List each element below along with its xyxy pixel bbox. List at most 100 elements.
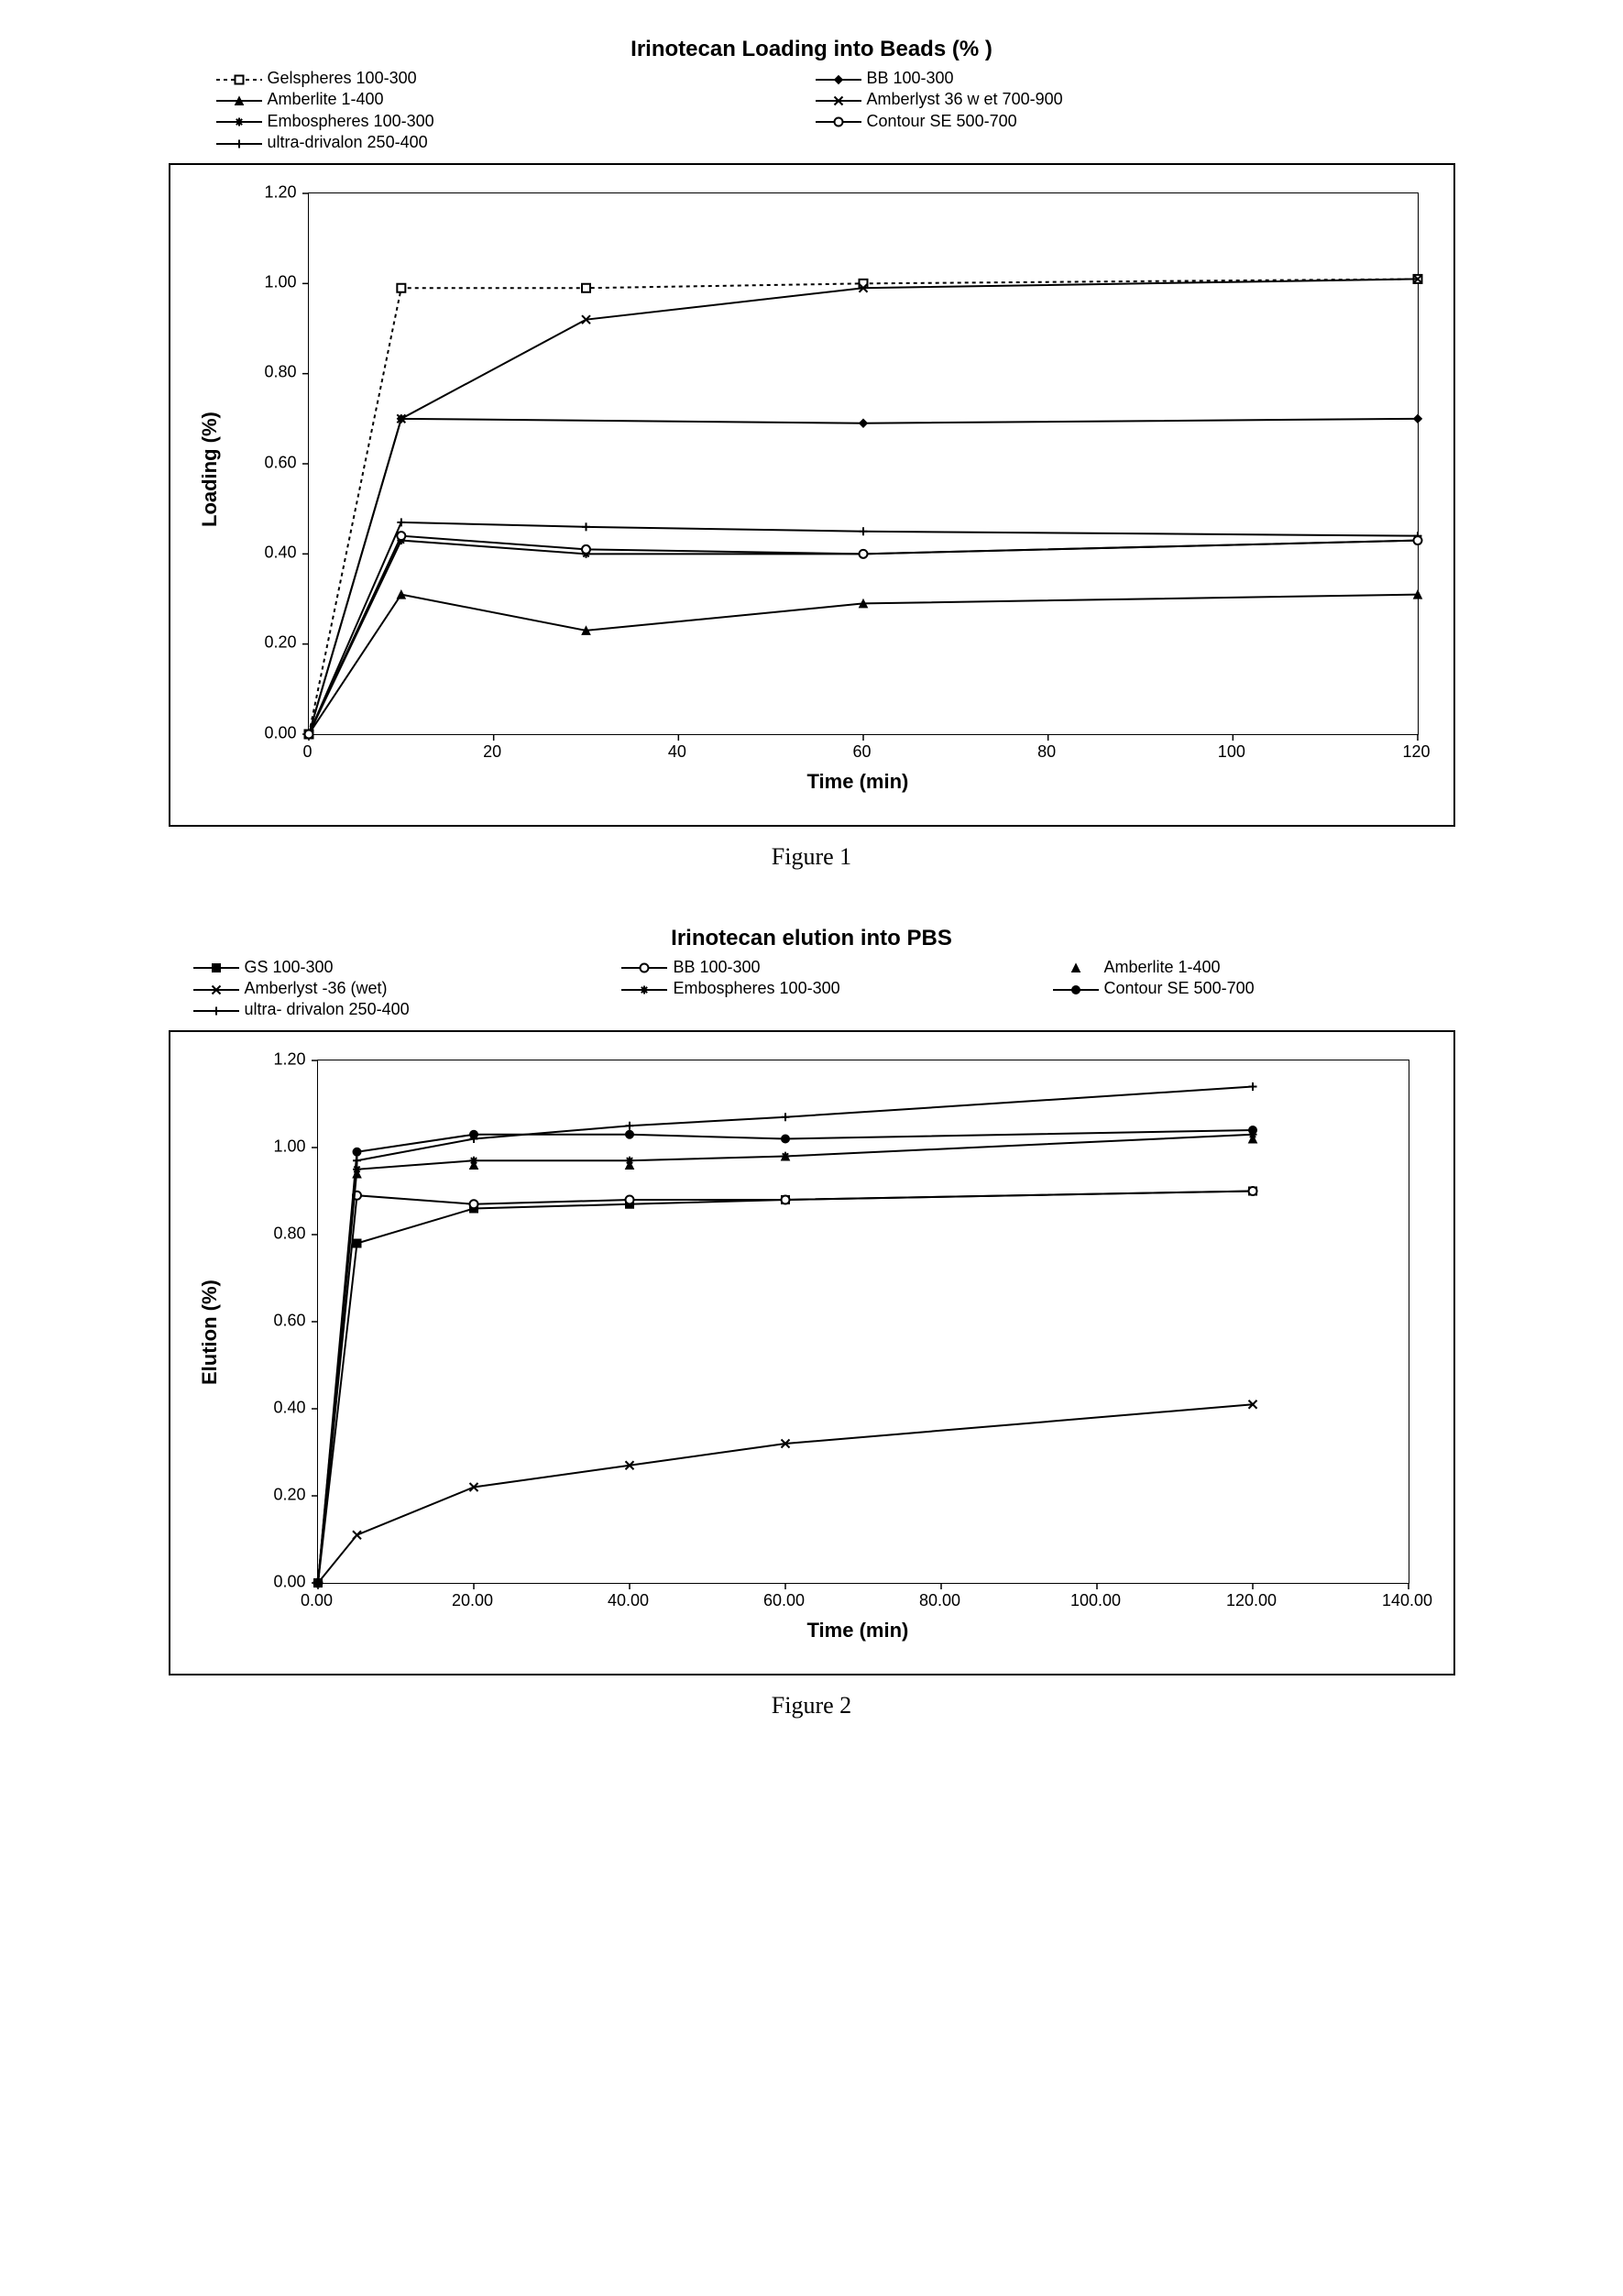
data-marker [1413, 414, 1421, 423]
legend-item: Gelspheres 100-300 [216, 68, 779, 89]
chart-frame: Loading (%) Time (min) 0204060801001200.… [169, 163, 1455, 827]
y-tick-label: 0.20 [273, 1485, 305, 1504]
y-tick-label: 1.20 [273, 1049, 305, 1069]
series-line [309, 279, 1418, 734]
y-axis-label: Elution (%) [198, 1280, 222, 1385]
figure-1: Irinotecan Loading into Beads (% ) Gelsp… [55, 37, 1568, 871]
legend-swatch-icon [216, 71, 262, 86]
series-line [309, 418, 1418, 733]
legend-swatch-icon [816, 114, 861, 128]
chart-svg [318, 1060, 1409, 1583]
legend-label: ultra- drivalon 250-400 [245, 999, 410, 1020]
chart-legend: GS 100-300 BB 100-300 Amberlite 1-400 Amber… [193, 957, 1431, 1021]
series-line [309, 594, 1418, 733]
x-axis-label: Time (min) [807, 770, 909, 794]
y-tick-label: 0.60 [264, 453, 296, 472]
legend-swatch-icon [216, 136, 262, 150]
legend-item: Contour SE 500-700 [816, 111, 1408, 132]
legend-label: Amberlyst -36 (wet) [245, 978, 388, 999]
legend-label: Amberlite 1-400 [1104, 957, 1221, 978]
x-tick-label: 40 [668, 742, 686, 762]
legend-swatch-icon [216, 114, 262, 128]
x-tick-label: 20 [483, 742, 501, 762]
data-marker [353, 1156, 361, 1164]
legend-swatch-icon [193, 982, 239, 996]
legend-item: Embospheres 100-300 [621, 978, 1015, 999]
legend-item: ultra- drivalon 250-400 [193, 999, 586, 1020]
x-tick-label: 80.00 [919, 1591, 960, 1610]
legend-label: Embospheres 100-300 [673, 978, 839, 999]
chart-svg [309, 193, 1418, 734]
y-tick-label: 1.00 [273, 1137, 305, 1156]
data-marker [582, 522, 590, 531]
x-tick-label: 120 [1402, 742, 1430, 762]
y-axis-label: Loading (%) [198, 412, 222, 527]
chart-frame: Elution (%) Time (min) 0.0020.0040.0060.… [169, 1030, 1455, 1675]
data-marker [625, 1121, 633, 1129]
y-tick-label: 0.40 [264, 543, 296, 562]
data-marker [859, 419, 867, 427]
legend-swatch-icon [816, 71, 861, 86]
y-tick-label: 0.40 [273, 1398, 305, 1417]
legend-label: Contour SE 500-700 [1104, 978, 1255, 999]
data-marker [625, 1156, 633, 1164]
legend-swatch-icon [621, 960, 667, 974]
data-marker [397, 283, 405, 291]
series-line [309, 535, 1418, 733]
legend-item: Embospheres 100-300 [216, 111, 779, 132]
plot-area [308, 192, 1419, 735]
data-marker [582, 283, 590, 291]
legend-label: Amberlyst 36 w et 700-900 [867, 89, 1063, 110]
legend-label: Contour SE 500-700 [867, 111, 1017, 132]
x-tick-label: 100.00 [1070, 1591, 1121, 1610]
data-marker [781, 1195, 789, 1203]
x-tick-label: 0.00 [301, 1591, 333, 1610]
figure-2: Irinotecan elution into PBS GS 100-300BB… [55, 926, 1568, 1719]
data-marker [353, 1531, 361, 1539]
legend-item: Amberlite 1-400 [1053, 957, 1431, 978]
series-line [309, 540, 1418, 733]
data-marker [353, 1148, 361, 1156]
x-tick-label: 80 [1037, 742, 1056, 762]
x-tick-label: 60.00 [763, 1591, 805, 1610]
legend-item: GS 100-300 [193, 957, 586, 978]
data-marker [304, 730, 313, 738]
chart-legend: Gelspheres 100-300 BB 100-300 Amberlite 1-… [216, 68, 1408, 154]
plot-area [317, 1060, 1409, 1584]
data-marker [353, 1239, 361, 1247]
legend-label: Gelspheres 100-300 [268, 68, 417, 89]
legend-swatch-icon [216, 93, 262, 107]
legend-item: BB 100-300 [621, 957, 1015, 978]
legend-label: Amberlite 1-400 [268, 89, 384, 110]
data-marker [582, 544, 590, 553]
legend-label: GS 100-300 [245, 957, 334, 978]
figure-caption: Figure 1 [55, 843, 1568, 871]
figure-caption: Figure 2 [55, 1692, 1568, 1719]
legend-label: ultra-drivalon 250-400 [268, 132, 428, 153]
legend-swatch-icon [1053, 982, 1099, 996]
legend-item: BB 100-300 [816, 68, 1408, 89]
series-line [318, 1191, 1253, 1583]
legend-item: Amberlyst 36 w et 700-900 [816, 89, 1408, 110]
data-marker [1248, 1126, 1256, 1134]
legend-item: Amberlite 1-400 [216, 89, 779, 110]
x-tick-label: 100 [1218, 742, 1245, 762]
data-marker [625, 1195, 633, 1203]
data-marker [625, 1130, 633, 1138]
chart-title: Irinotecan Loading into Beads (% ) [55, 37, 1568, 62]
data-marker [1413, 536, 1421, 544]
data-marker [469, 1200, 477, 1208]
data-marker [1248, 1082, 1256, 1091]
y-tick-label: 0.60 [273, 1311, 305, 1330]
legend-item: Contour SE 500-700 [1053, 978, 1431, 999]
y-tick-label: 0.20 [264, 633, 296, 653]
data-marker [859, 527, 867, 535]
y-tick-label: 0.00 [264, 723, 296, 742]
y-tick-label: 1.20 [264, 182, 296, 202]
data-marker [397, 518, 405, 526]
data-marker [469, 1156, 477, 1164]
series-line [318, 1404, 1253, 1583]
x-tick-label: 0 [302, 742, 312, 762]
legend-swatch-icon [1053, 960, 1099, 974]
data-marker [781, 1135, 789, 1143]
